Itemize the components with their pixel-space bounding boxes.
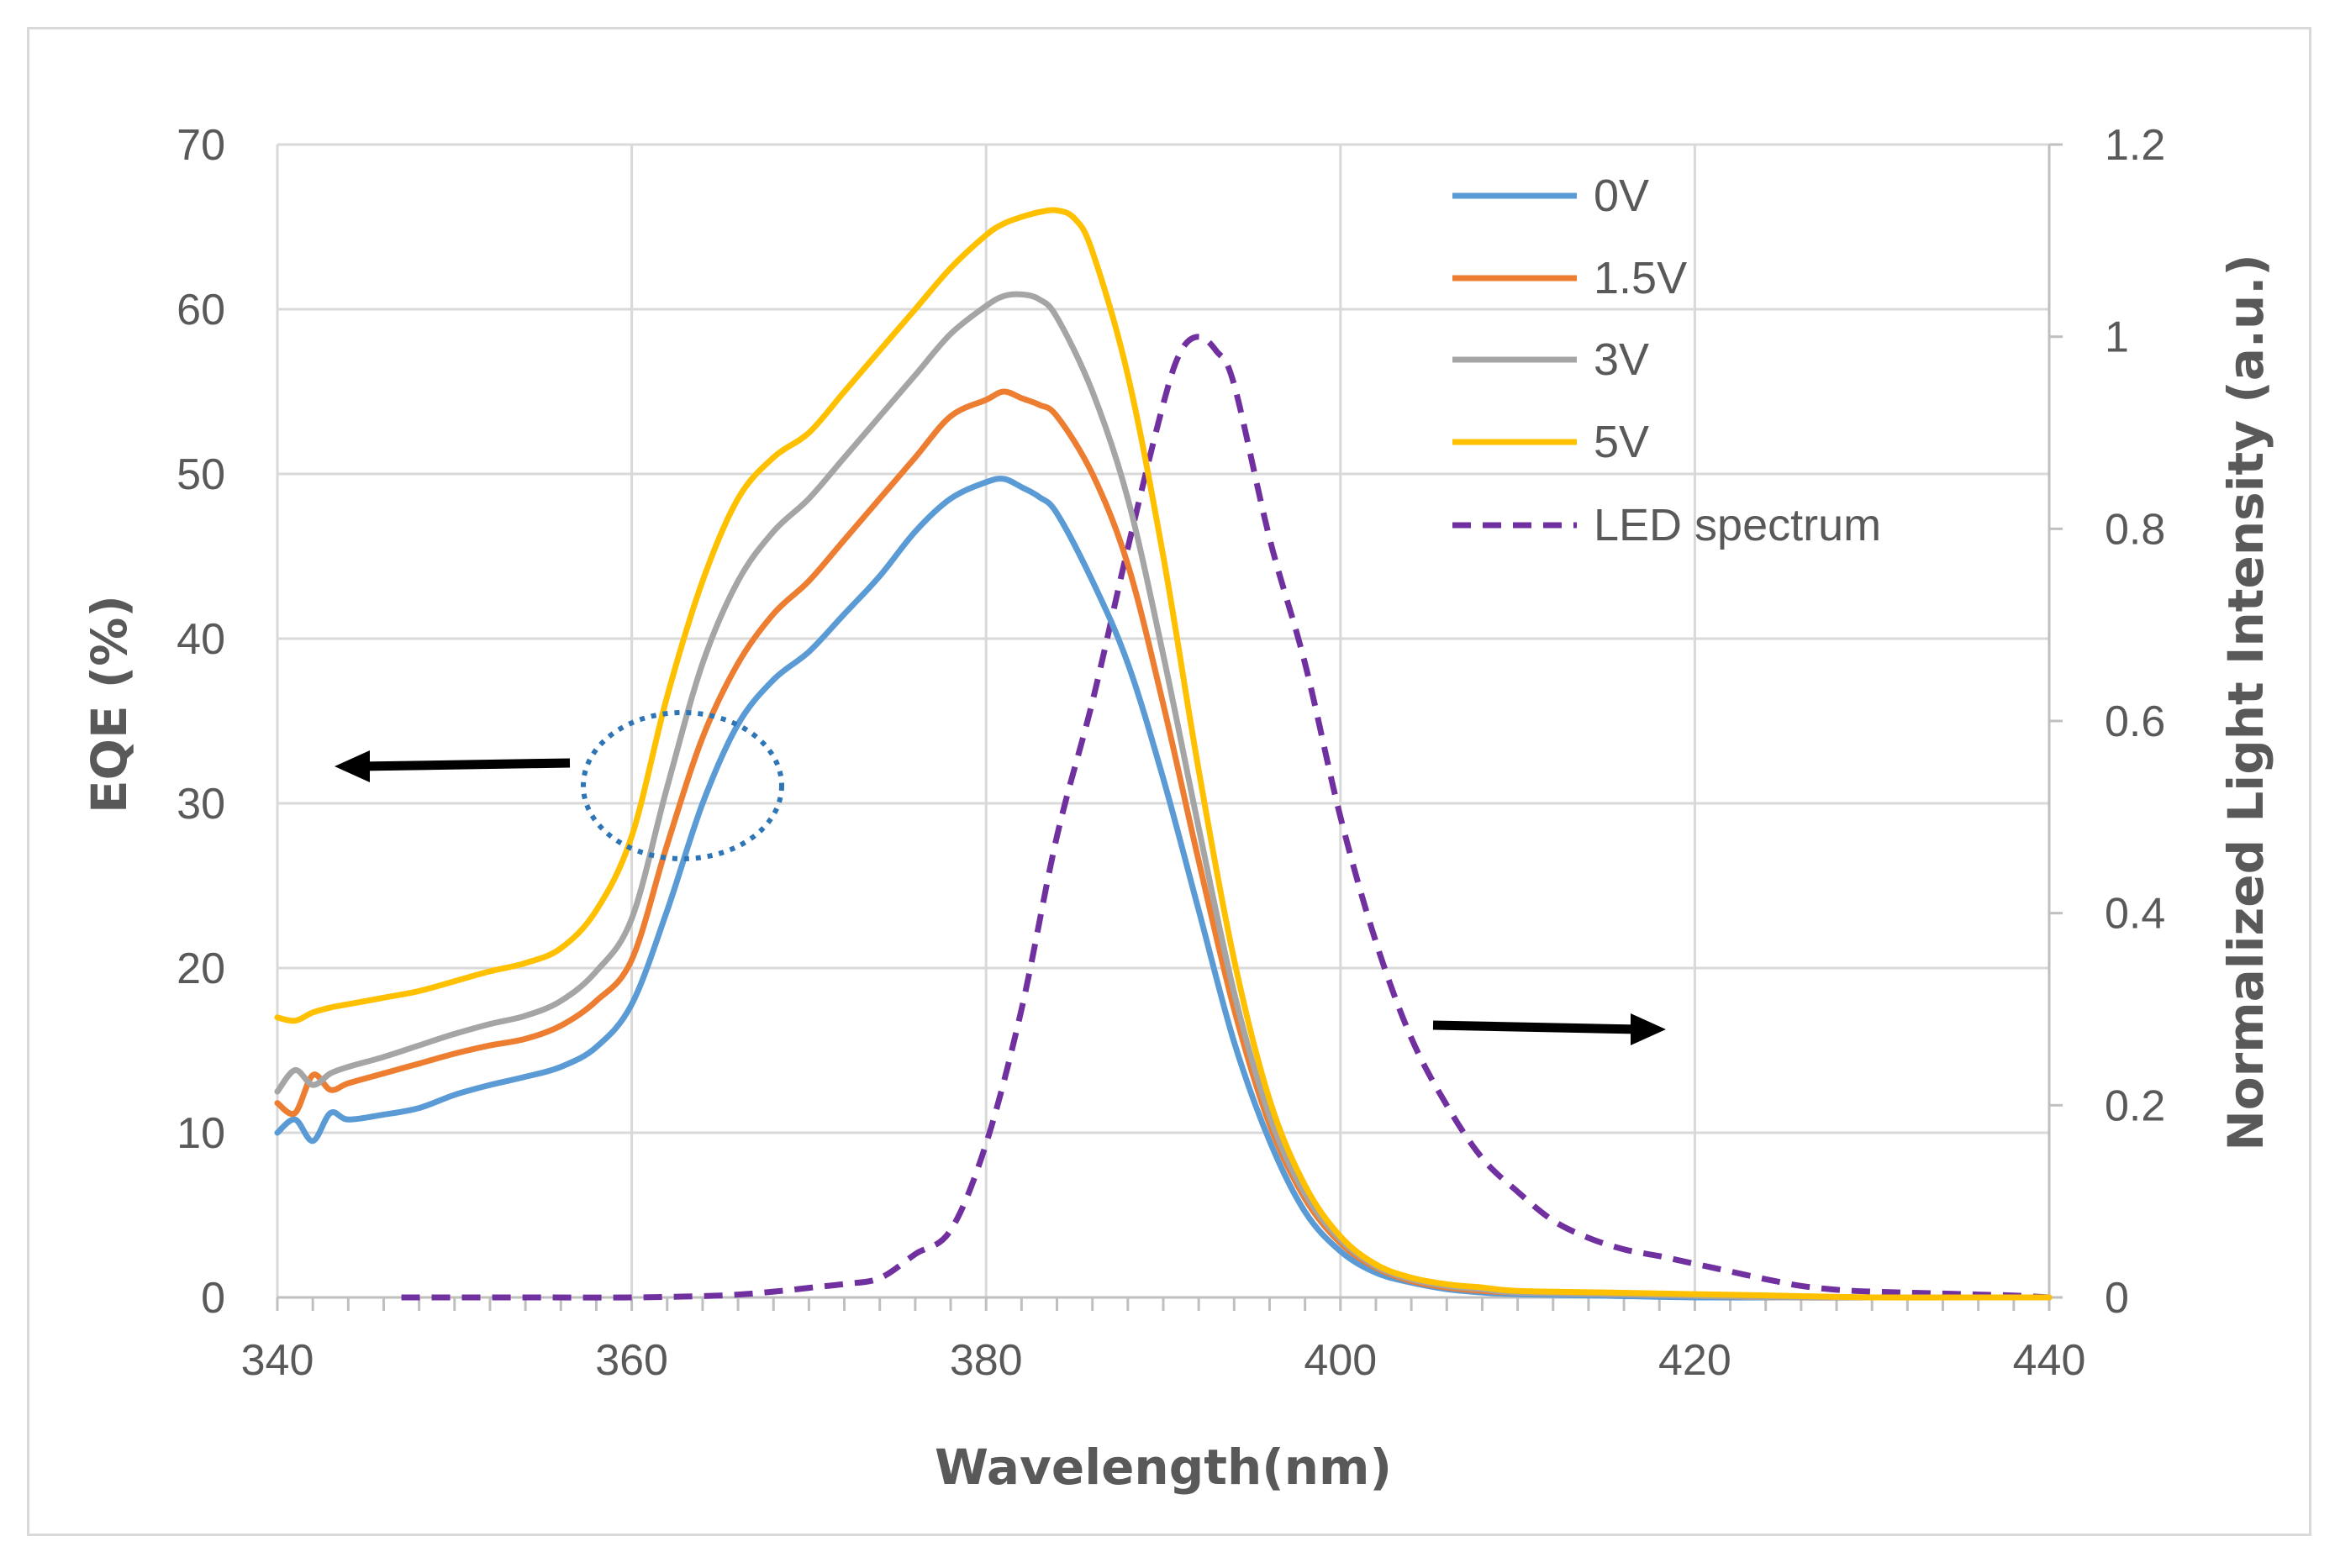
series-line-3v (274, 291, 2053, 1301)
y-tick-label: 60 (177, 286, 225, 334)
legend-item-5v: 5V (1452, 417, 1649, 467)
x-tick-label: 360 (595, 1336, 668, 1385)
y-tick-label: 10 (177, 1109, 225, 1158)
legend-item-3v: 3V (1452, 334, 1649, 385)
annotation-dotted-ellipse (581, 710, 784, 861)
legend-item-0v: 0V (1452, 171, 1649, 221)
x-tick-label: 400 (1304, 1336, 1377, 1385)
y-tick-label: 0 (201, 1274, 225, 1323)
series-line-led-spectrum (401, 334, 2050, 1301)
y2-tick-label: 0.2 (2105, 1081, 2165, 1130)
y2-tick-label: 0.4 (2105, 890, 2165, 939)
y-tick-label: 50 (177, 450, 225, 499)
y-tick-label: 20 (177, 944, 225, 993)
x-tick-label: 340 (241, 1336, 314, 1385)
x-axis-title: Wavelength(nm) (935, 1439, 1392, 1496)
annotation-left-arrow (335, 750, 571, 782)
chart-frame (27, 27, 2311, 1536)
axis-layer: 0 10 20 30 40 50 60 70 340 360 380 400 420 440 0 0.2 0.4… (177, 121, 2165, 1385)
y-axis-title: EQE (%) (81, 595, 138, 813)
y2-tick-label: 0.6 (2105, 697, 2165, 746)
annotation-right-arrow-head (1631, 1013, 1666, 1045)
legend-item-led-spectrum: LED spectrum (1452, 500, 1881, 550)
y-tick-label: 70 (177, 121, 225, 170)
y-tick-label: 30 (177, 780, 225, 829)
series-line-5v (274, 207, 2053, 1301)
x-tick-label: 440 (2013, 1336, 2086, 1385)
legend-label-0v: 0V (1594, 171, 1649, 221)
annotation-right-arrow-shaft (1432, 1020, 1640, 1034)
annotation-right-arrow (1432, 1013, 1666, 1045)
series-layer (274, 207, 2053, 1301)
legend: 0V 1.5V 3V 5V LED spectrum (1452, 171, 1881, 550)
y2-tick-label: 1 (2105, 313, 2129, 362)
grid-layer (277, 143, 2049, 1297)
y2-tick-label: 1.2 (2105, 121, 2165, 170)
annotation-left-arrow-shaft (359, 758, 571, 771)
legend-item-1-5v: 1.5V (1452, 253, 1687, 303)
series-line-0v (274, 476, 2053, 1301)
annotation-left-arrow-head (335, 750, 370, 782)
x-tick-label: 420 (1658, 1336, 1731, 1385)
y2-axis-title: Normalized Light Intensity (a.u.) (2217, 254, 2274, 1151)
y2-tick-label: 0 (2105, 1274, 2129, 1323)
legend-label-led-spectrum: LED spectrum (1594, 500, 1881, 550)
x-tick-label: 380 (950, 1336, 1023, 1385)
y-tick-label: 40 (177, 615, 225, 664)
legend-label-5v: 5V (1594, 417, 1649, 467)
legend-label-1-5v: 1.5V (1594, 253, 1687, 303)
y2-tick-label: 0.8 (2105, 505, 2165, 554)
legend-label-3v: 3V (1594, 334, 1649, 385)
